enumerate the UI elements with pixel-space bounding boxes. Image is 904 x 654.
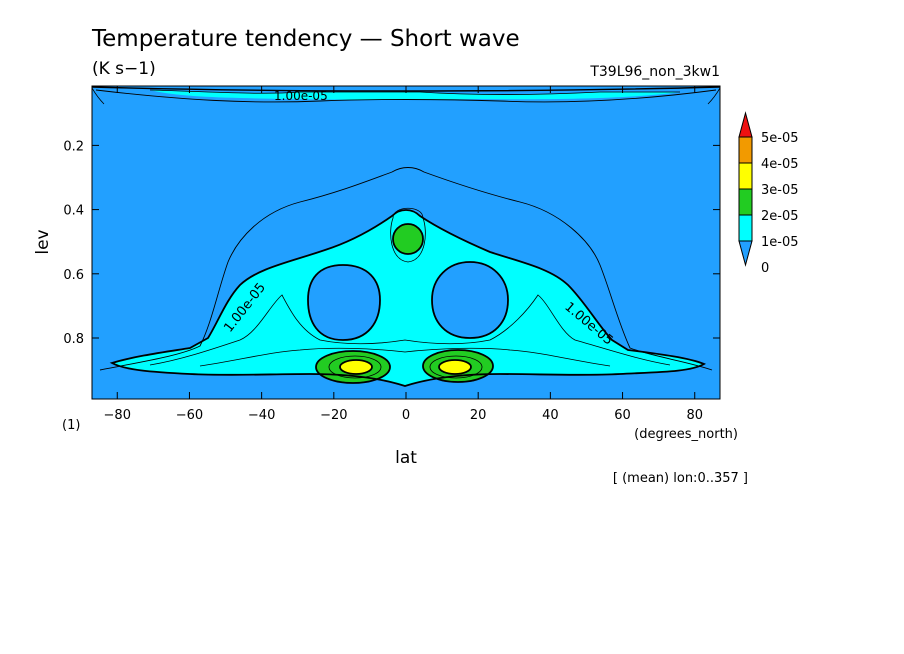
contour-line-hole-right [431,261,509,339]
chart-title: Temperature tendency — Short wave [91,26,520,52]
contour-hole-right [432,262,508,338]
contour-line-inner-1 [149,294,671,366]
y-tick-label: 0.6 [63,268,84,283]
x-tick-label: −40 [248,408,275,423]
colorbar-swatch [738,136,753,164]
contour-fill-1e-05 [112,210,704,386]
contour-line-edge-left [92,87,105,105]
plot-area: 1.00e-05 1.00e-05 1.00e-05 [92,86,720,399]
x-tick-label: 40 [542,408,559,423]
contour-line-1e-05 [109,209,707,387]
run-label: T39L96_non_3kw1 [589,64,720,80]
contour-line-top-3 [149,89,680,96]
colorbar-label: 1e-05 [761,235,799,250]
colorbar-label: 0 [761,261,769,276]
x-axis-units: (degrees_north) [634,427,738,442]
x-axis: −80 −60 −40 −20 0 20 40 60 80 [104,86,703,423]
colorbar-top-arrow [738,111,753,138]
colorbar-bottom-arrow [738,240,753,267]
contour-fill-2e-05-upper [393,224,423,254]
y-tick-label: 0.2 [63,139,84,154]
contour-line-south-inner [328,355,382,379]
contour-line-hole-left [307,264,381,341]
x-tick-label: 80 [686,408,703,423]
y-axis-label: lev [33,229,53,254]
colorbar-label: 3e-05 [761,183,799,198]
contour-line-north-3e-05 [438,359,472,375]
colorbar-swatch [738,162,753,190]
x-tick-label: 0 [402,408,410,423]
y-tick-label: 0.4 [63,204,84,219]
colorbar-label: 4e-05 [761,157,799,172]
units-label: (K s−1) [92,59,156,79]
y-axis-units: (1) [62,418,80,433]
colorbar-swatch [738,188,753,216]
x-tick-label: 60 [614,408,631,423]
contour-line-edge-right [707,87,720,105]
contour-line-outer [99,167,713,371]
contour-fill-3e-05-north [439,360,471,374]
contour-line-inner-2 [199,347,611,367]
x-axis-label: lat [395,448,417,468]
contour-label-top: 1.00e-05 [274,89,328,103]
contour-line-upper-outer [390,207,426,263]
x-tick-label: 20 [470,408,487,423]
contour-line-south-2e-05 [315,350,391,384]
footer-note: [ (mean) lon:0..357 ] [613,471,748,486]
contour-line-upper-2e-05 [392,223,424,255]
contour-fill-top-band [150,90,680,100]
colorbar: 5e-05 4e-05 3e-05 2e-05 1e-05 0 [738,111,799,276]
x-tick-label: −60 [176,408,203,423]
contour-fill-3e-05-south [340,360,372,374]
contour-line-top-2 [95,89,717,103]
y-tick-label: 0.8 [63,332,84,347]
y-axis: 0.2 0.4 0.6 0.8 [63,139,720,347]
x-tick-label: −80 [104,408,131,423]
contour-line-south-3e-05 [339,359,373,375]
contour-line-north-inner [429,355,483,379]
x-tick-label: −20 [320,408,347,423]
contour-line-north-2e-05 [422,349,494,383]
colorbar-label: 2e-05 [761,209,799,224]
contour-hole-left [308,265,380,340]
colorbar-swatch [738,214,753,242]
colorbar-label: 5e-05 [761,131,799,146]
